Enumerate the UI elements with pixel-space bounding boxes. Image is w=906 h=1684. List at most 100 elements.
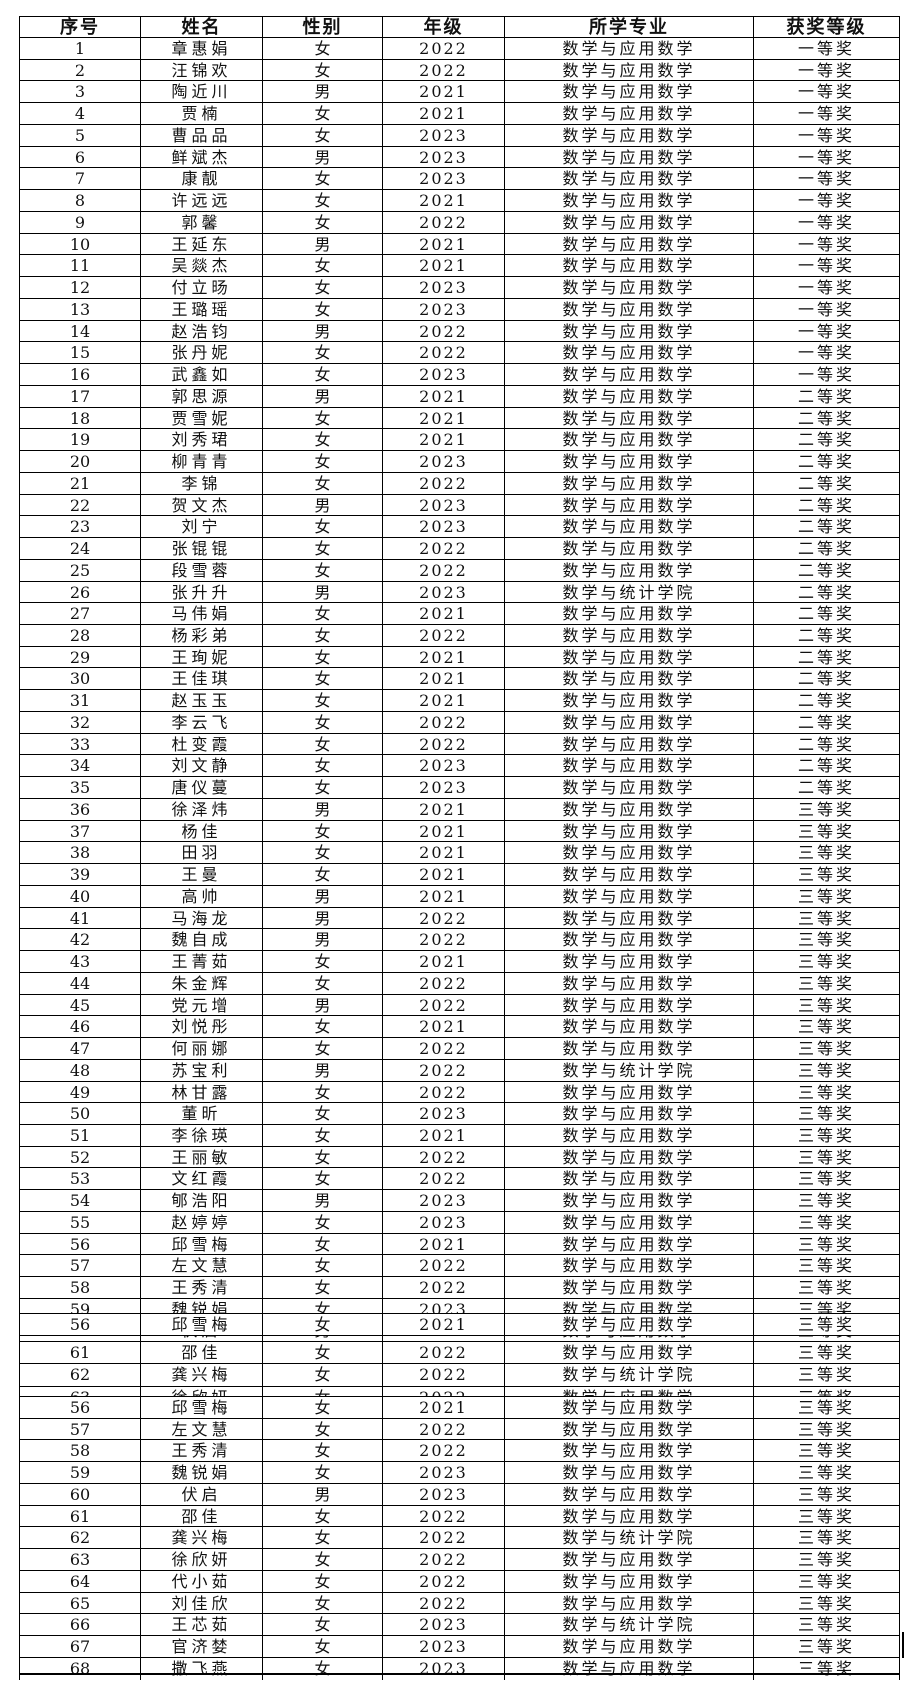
- cell-year: 2021: [382, 820, 504, 843]
- cell-award: 三等奖: [753, 1059, 900, 1082]
- cell-award: 三等奖: [753, 1211, 900, 1234]
- table-row: 62 龚兴梅女 2022 数学与统计学院 三等奖: [19, 1363, 900, 1388]
- table-row: 4 贾楠女 2021 数学与应用数学 一等奖: [19, 102, 900, 126]
- cell-name: 杨佳: [140, 820, 262, 843]
- cell-major: 数学与应用数学: [504, 1387, 753, 1398]
- cell-major: 数学与应用数学: [504, 1636, 753, 1659]
- cell-gender: 女: [262, 1168, 382, 1191]
- cell-seq: 65: [19, 1592, 140, 1615]
- cell-award: 一等奖: [753, 146, 900, 169]
- cell-major: 数学与应用数学: [504, 842, 753, 865]
- cell-seq: 25: [19, 559, 140, 582]
- cell-award: 三等奖: [753, 1549, 900, 1572]
- cell-seq: 16: [19, 364, 140, 387]
- cell-award: 三等奖: [753, 1397, 900, 1419]
- table-row: 51 李徐瑛女 2021 数学与应用数学 三等奖: [19, 1124, 900, 1148]
- cell-name: 赵浩钧: [140, 320, 262, 343]
- cell-major: 数学与应用数学: [504, 777, 753, 800]
- cell-name: 李云飞: [140, 711, 262, 734]
- cell-major: 数学与应用数学: [504, 1335, 753, 1342]
- table-row: 2 汪锦欢女 2022 数学与应用数学 一等奖: [19, 58, 900, 82]
- cell-gender: 女: [262, 1527, 382, 1550]
- cell-seq: 19: [19, 429, 140, 452]
- cell-gender: 男: [262, 1059, 382, 1082]
- cell-seq: 10: [19, 233, 140, 256]
- cell-gender: 女: [262, 1255, 382, 1278]
- cell-major: 数学与应用数学: [504, 81, 753, 104]
- cell-award: 三等奖: [753, 1636, 900, 1659]
- cell-major: 数学与应用数学: [504, 690, 753, 713]
- table-row: 45 党元增男 2022 数学与应用数学 三等奖: [19, 993, 900, 1017]
- cell-seq: 59: [19, 1299, 140, 1315]
- table-row: 41 马海龙男 2022 数学与应用数学 三等奖: [19, 906, 900, 930]
- cell-gender: 女: [262, 1462, 382, 1485]
- table-row: 27 马伟娟女 2021 数学与应用数学 二等奖: [19, 602, 900, 626]
- header-major: 所学专业: [504, 17, 753, 39]
- table-row: 38 田羽女 2021 数学与应用数学 三等奖: [19, 841, 900, 865]
- cell-name: 陶近川: [140, 81, 262, 104]
- cell-award: 二等奖: [753, 451, 900, 474]
- cell-gender: 女: [262, 733, 382, 756]
- cell-year: 2021: [382, 885, 504, 908]
- cell-major: 数学与应用数学: [504, 1418, 753, 1441]
- table-row: 66 王芯茹女 2023 数学与统计学院 三等奖: [19, 1613, 900, 1637]
- cell-name: 王芯茹: [140, 1614, 262, 1637]
- cell-name: 杨彩弟: [140, 624, 262, 647]
- cell-major: 数学与应用数学: [504, 211, 753, 234]
- cell-seq: 57: [19, 1255, 140, 1278]
- cell-name: 汪锦欢: [140, 59, 262, 82]
- table-row: 14 赵浩钧男 2022 数学与应用数学 一等奖: [19, 319, 900, 343]
- cell-gender: 女: [262, 842, 382, 865]
- cell-name: 伏启: [140, 1483, 262, 1506]
- cell-award: 一等奖: [753, 168, 900, 191]
- cell-seq: 36: [19, 798, 140, 821]
- cell-seq: 24: [19, 538, 140, 561]
- cell-award: 二等奖: [753, 581, 900, 604]
- cell-seq: 11: [19, 255, 140, 278]
- cell-award: 一等奖: [753, 190, 900, 213]
- table-row: 36 徐泽炜男 2021 数学与应用数学 三等奖: [19, 797, 900, 822]
- table-row: 57 左文慧女 2022 数学与应用数学 三等奖: [19, 1417, 900, 1441]
- cell-seq: 55: [19, 1211, 140, 1234]
- cell-award: 二等奖: [753, 711, 900, 734]
- cell-year: 2022: [382, 1505, 504, 1528]
- cell-seq: 40: [19, 885, 140, 908]
- cell-name: 刘佳欣: [140, 1592, 262, 1615]
- cell-year: 2023: [382, 298, 504, 321]
- cell-major: 数学与应用数学: [504, 1440, 753, 1463]
- cell-award: 三等奖: [753, 972, 900, 995]
- cell-year: 2022: [382, 1059, 504, 1082]
- cell-year: 2021: [382, 646, 504, 669]
- cell-seq: 58: [19, 1440, 140, 1463]
- table-row: 21 李锦女 2022 数学与应用数学 二等奖: [19, 471, 900, 496]
- cell-gender: 女: [262, 1549, 382, 1572]
- cell-major: 数学与应用数学: [504, 603, 753, 626]
- cell-gender: 女: [262, 1038, 382, 1061]
- cell-year: 2022: [382, 1570, 504, 1593]
- cell-year: 2021: [382, 1125, 504, 1147]
- cell-award: 三等奖: [753, 1125, 900, 1147]
- cell-gender: 女: [262, 1657, 382, 1680]
- cell-gender: 女: [262, 1364, 382, 1386]
- cell-award: 三等奖: [753, 1387, 900, 1398]
- cell-award: 三等奖: [753, 864, 900, 887]
- cell-name: 王秀清: [140, 1440, 262, 1463]
- cell-award: 二等奖: [753, 472, 900, 495]
- cell-year: 2021: [382, 690, 504, 713]
- table-row: 61 邵佳女 2022 数学与应用数学 三等奖: [19, 1341, 900, 1365]
- cell-seq: 52: [19, 1146, 140, 1169]
- cell-name: 董昕: [140, 1103, 262, 1126]
- cell-seq: 8: [19, 190, 140, 213]
- cell-major: 数学与应用数学: [504, 1299, 753, 1315]
- table-row: 20 柳青青女 2023 数学与应用数学 二等奖: [19, 450, 900, 474]
- cell-award: 三等奖: [753, 1364, 900, 1386]
- cell-year: 2023: [382, 1636, 504, 1659]
- cell-seq: 67: [19, 1636, 140, 1659]
- cell-award: 二等奖: [753, 755, 900, 778]
- cell-seq: 63: [19, 1549, 140, 1572]
- cell-name: 邱雪梅: [140, 1397, 262, 1419]
- cell-seq: 56: [19, 1397, 140, 1419]
- cell-seq: 60: [19, 1483, 140, 1506]
- cell-name: 张锟锟: [140, 538, 262, 561]
- cell-year: 2022: [382, 320, 504, 343]
